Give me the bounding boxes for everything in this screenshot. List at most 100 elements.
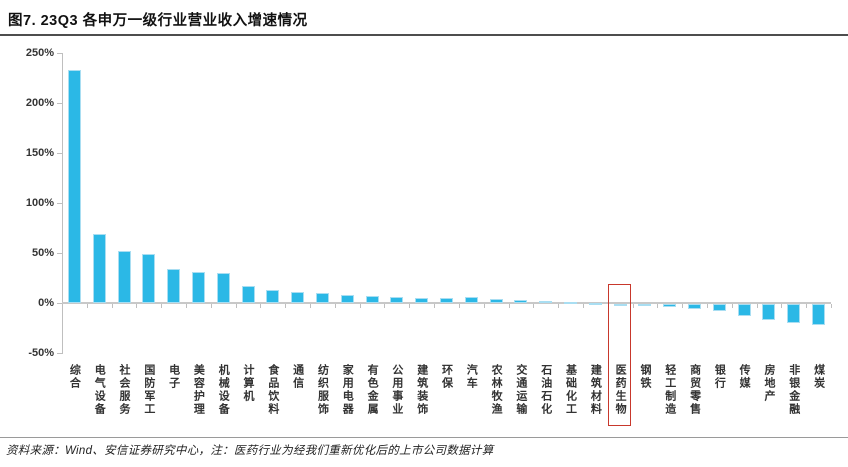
x-axis-category-label: 石油石化 xyxy=(539,364,552,416)
x-axis-category-label: 基础化工 xyxy=(564,364,577,416)
y-axis-tick xyxy=(57,353,62,354)
chart-bar xyxy=(688,304,702,309)
x-axis-tick xyxy=(334,304,336,308)
x-axis-tick xyxy=(806,304,808,308)
x-axis-line xyxy=(62,302,831,304)
chart-bar xyxy=(390,297,404,303)
y-axis-tick xyxy=(57,253,62,254)
x-axis-category-label: 通信 xyxy=(291,364,304,390)
x-axis-category-label: 交通运输 xyxy=(514,364,527,416)
x-axis-tick xyxy=(186,304,188,308)
chart-bar xyxy=(241,286,255,303)
x-axis-category-label: 建筑材料 xyxy=(589,364,602,416)
x-axis-tick xyxy=(310,304,312,308)
x-axis-tick xyxy=(86,304,88,308)
y-axis-tick xyxy=(57,153,62,154)
x-axis-tick xyxy=(831,304,832,308)
y-axis-tick-label: -50% xyxy=(28,347,54,359)
x-axis-category-label: 煤炭 xyxy=(812,364,825,390)
y-axis-tick xyxy=(57,203,62,204)
chart-bar xyxy=(440,298,453,303)
x-axis-tick xyxy=(260,304,262,308)
chart-bar xyxy=(762,304,776,320)
x-axis-category-label: 有色金属 xyxy=(366,364,379,416)
x-axis-tick xyxy=(136,304,138,308)
x-axis-tick xyxy=(62,304,63,308)
x-axis-category-label: 电子 xyxy=(167,364,180,390)
x-axis-tick xyxy=(731,304,733,308)
x-axis-tick xyxy=(558,304,560,308)
chart-bar xyxy=(191,272,205,303)
chart-bar xyxy=(117,251,131,303)
y-axis-tick-label: 250% xyxy=(25,47,54,59)
x-axis-tick xyxy=(682,304,684,308)
x-axis-tick xyxy=(409,304,411,308)
chart-bar xyxy=(216,273,230,303)
x-axis-tick xyxy=(458,304,460,308)
x-axis-tick xyxy=(161,304,163,308)
x-axis-tick xyxy=(434,304,436,308)
chart-bar xyxy=(92,234,106,303)
x-axis-category-label: 建筑装饰 xyxy=(415,364,428,416)
y-axis-tick-label: 0% xyxy=(38,297,54,309)
chart-bar xyxy=(464,297,478,303)
x-axis-category-label: 医药生物 xyxy=(614,364,627,416)
bar-chart: 250% 200% 150% 100% 50% 0% -50% 综合 电气设备 社会服务 国防军工电… xyxy=(25,47,832,426)
chart-bar xyxy=(365,296,379,303)
x-axis-category-label: 银行 xyxy=(713,364,726,390)
x-axis-category-label: 农林牧渔 xyxy=(490,364,503,416)
x-axis-category-label: 纺织服饰 xyxy=(316,364,329,416)
y-axis-tick-label: 150% xyxy=(25,147,54,159)
x-axis-category-label: 房地产 xyxy=(762,364,775,403)
x-axis-tick xyxy=(235,304,237,308)
chart-bar xyxy=(712,304,726,311)
x-axis-tick xyxy=(657,304,659,308)
x-axis-tick xyxy=(508,304,510,308)
source-note: 资料来源：Wind、安信证券研究中心，注：医药行业为经我们重新优化后的上市公司数… xyxy=(6,445,494,457)
figure-title: 图7. 23Q3 各申万一级行业营业收入增速情况 xyxy=(8,13,308,29)
x-axis-category-label: 综合 xyxy=(68,364,81,390)
y-axis-line xyxy=(62,53,63,354)
chart-bar xyxy=(291,291,305,303)
x-axis-category-label: 公用事业 xyxy=(390,364,403,416)
x-axis-category-label: 汽车 xyxy=(465,364,478,390)
x-axis-tick xyxy=(384,304,386,308)
chart-bar xyxy=(539,301,553,303)
x-axis-category-label: 社会服务 xyxy=(118,364,131,416)
x-axis-category-label: 电气设备 xyxy=(93,364,106,416)
x-axis-category-label: 家用电器 xyxy=(341,364,354,416)
x-axis-category-label: 美容护理 xyxy=(192,364,205,416)
y-axis-tick-label: 100% xyxy=(25,197,54,209)
x-axis-category-label: 环保 xyxy=(440,364,453,390)
chart-bar xyxy=(340,295,354,303)
chart-bar xyxy=(638,304,652,306)
x-axis-category-label: 机械设备 xyxy=(217,364,230,416)
chart-bar xyxy=(564,301,578,304)
chart-bar xyxy=(142,254,156,303)
x-axis-tick xyxy=(533,304,535,308)
x-axis-category-label: 传媒 xyxy=(738,364,751,390)
x-axis-category-label: 商贸零售 xyxy=(688,364,701,416)
chart-bar xyxy=(588,302,602,305)
x-axis-category-label: 国防军工 xyxy=(142,364,155,416)
y-axis-tick-label: 200% xyxy=(25,97,54,109)
x-axis-tick xyxy=(706,304,708,308)
x-axis-category-label: 食品饮料 xyxy=(266,364,279,416)
x-axis-tick xyxy=(359,304,361,308)
x-axis-category-label: 轻工制造 xyxy=(663,364,676,416)
y-axis-tick xyxy=(57,103,62,104)
x-axis-tick xyxy=(111,304,113,308)
x-axis-tick xyxy=(483,304,485,308)
x-axis-tick xyxy=(210,304,212,308)
chart-bar xyxy=(737,304,751,316)
title-divider xyxy=(0,34,848,36)
x-axis-tick xyxy=(756,304,758,308)
chart-bar xyxy=(514,299,528,303)
chart-bar xyxy=(812,304,826,325)
chart-bar xyxy=(613,304,627,306)
footer-divider xyxy=(0,437,848,438)
x-axis-category-label: 钢铁 xyxy=(638,364,651,390)
highlight-box xyxy=(608,284,632,426)
y-axis-tick-label: 50% xyxy=(31,247,54,259)
